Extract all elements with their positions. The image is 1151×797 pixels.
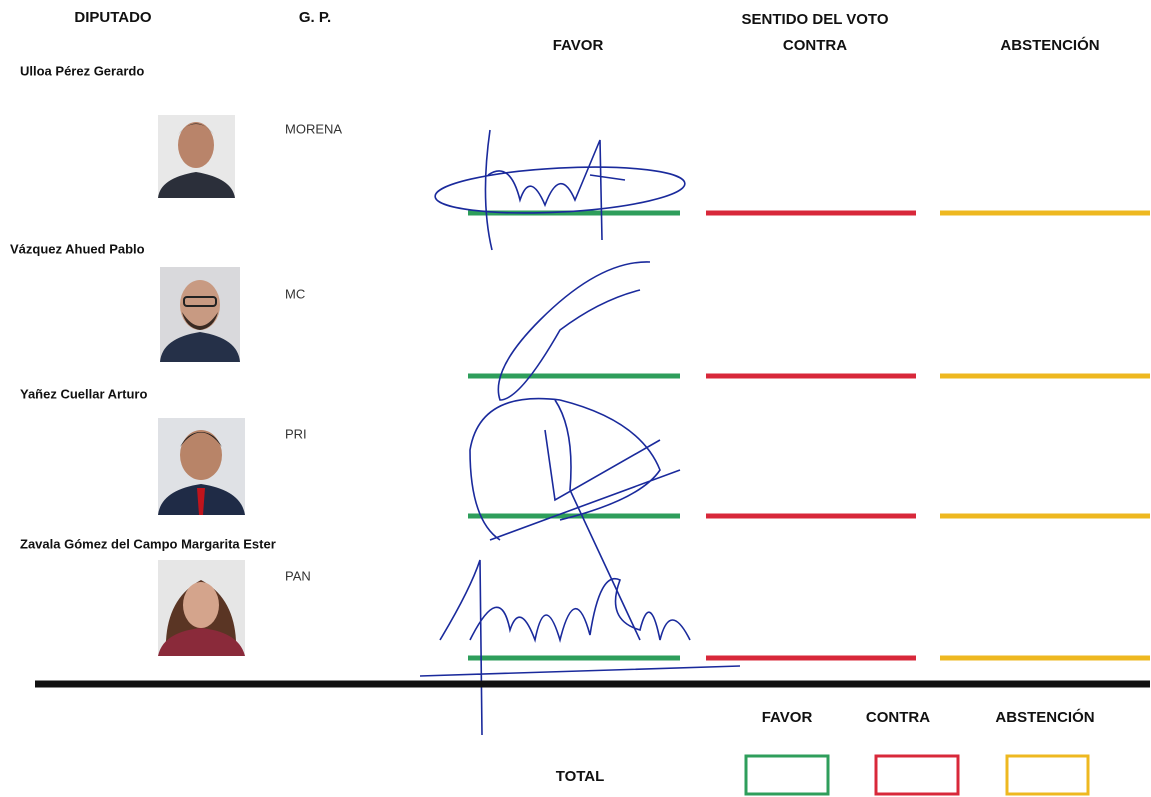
party: MC (285, 286, 305, 301)
deputy-name: Ulloa Pérez Gerardo (20, 63, 144, 78)
total-label: TOTAL (556, 768, 605, 785)
photo (160, 267, 240, 362)
total-favor-label: FAVOR (762, 709, 813, 726)
photo (158, 115, 235, 198)
header-abstencion: ABSTENCIÓN (1000, 36, 1099, 54)
header-diputado: DIPUTADO (74, 9, 152, 26)
total-abstencion-label: ABSTENCIÓN (995, 708, 1094, 726)
signature (434, 129, 686, 251)
vote-lines (468, 210, 1150, 661)
party: PRI (285, 426, 307, 441)
party: MORENA (285, 121, 342, 136)
deputy-name: Vázquez Ahued Pablo (10, 241, 145, 256)
party: PAN (285, 568, 311, 583)
total-contra-box (874, 754, 960, 796)
deputy-name: Yañez Cuellar Arturo (20, 386, 147, 401)
header-favor: FAVOR (553, 37, 604, 54)
signature (419, 559, 741, 736)
signature (469, 261, 681, 641)
header-sentido: SENTIDO DEL VOTO (742, 11, 889, 28)
header-gp: G. P. (299, 9, 331, 26)
photo (158, 418, 245, 515)
total-contra-label: CONTRA (866, 709, 930, 726)
header-contra: CONTRA (783, 37, 847, 54)
photo (158, 560, 245, 656)
deputy-name: Zavala Gómez del Campo Margarita Ester (20, 536, 276, 551)
total-favor-box (744, 754, 830, 796)
total-abstencion-box (1005, 754, 1090, 796)
